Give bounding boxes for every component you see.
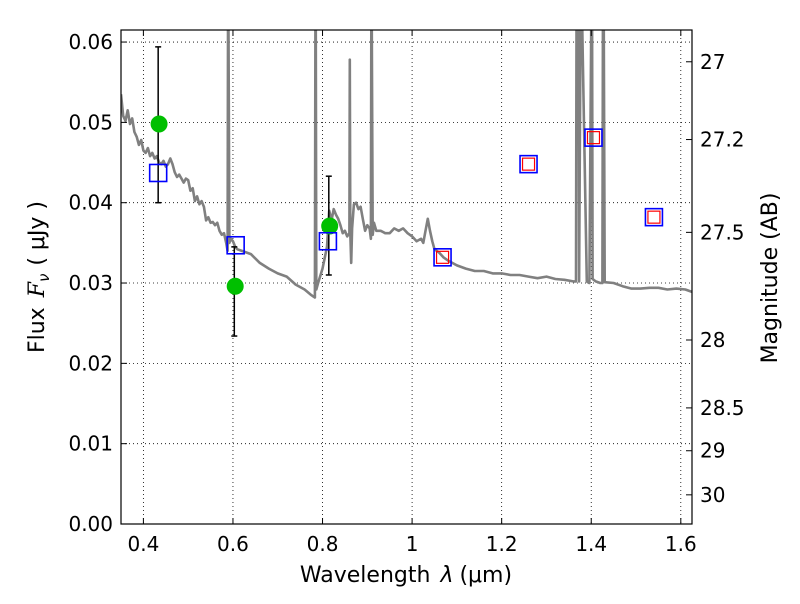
y2-tick-label: 27.5 [700,220,745,244]
y2-tick-label: 30 [700,483,725,507]
x-tick-label: 0.6 [217,532,249,556]
model-point [148,163,168,183]
y2-tick-label: 27.2 [700,128,745,152]
model-point [644,207,664,227]
predicted-point [435,250,450,264]
y2-tick-label: 28.5 [700,396,745,420]
model-point [226,235,245,255]
error-bars [148,46,664,337]
x-tick-label: 1 [406,532,419,556]
x-tick-label: 1.4 [575,532,607,556]
observed-point [226,277,244,295]
model-point [584,128,603,147]
spectrum-line [121,30,692,299]
observed-point [321,217,339,235]
y-axis-title: FluxFν( μJy ) [25,201,53,353]
model-point [318,231,338,251]
y-tick-label: 0.04 [68,191,113,215]
y-tick-label: 0.05 [68,110,113,134]
x-axis-title: Wavelength λ (μm) [300,563,512,588]
y2-axis-title: Magnitude (AB) [758,193,783,364]
y2-tick-label: 29 [700,439,725,463]
y2-tick-label: 28 [700,328,725,352]
observed-point [150,115,168,133]
plot-area [121,30,692,299]
predicted-point [586,131,601,145]
x-tick-label: 0.8 [307,532,339,556]
model-point [433,248,452,267]
predicted-point [647,210,661,224]
plot-frame [120,29,693,525]
x-axis: 0.4 0.6 0.8 1 1.2 1.4 1.6 [127,30,697,556]
y-axis-right: 27 27.2 27.5 28 28.5 29 30 [686,50,745,507]
y-axis-left: 0.00 0.01 0.02 0.03 0.04 0.05 0.06 [68,30,127,536]
x-tick-label: 1.2 [486,532,518,556]
y-tick-label: 0.00 [68,512,113,536]
y-tick-label: 0.01 [68,432,113,456]
x-tick-label: 0.4 [127,532,159,556]
y-tick-label: 0.03 [68,271,113,295]
y-tick-label: 0.02 [68,351,113,375]
x-tick-label: 1.6 [665,532,697,556]
y-tick-label: 0.06 [68,30,113,54]
model-point [519,154,538,174]
predicted-point [521,157,536,171]
y2-tick-label: 27 [700,50,725,74]
grid [121,30,692,524]
